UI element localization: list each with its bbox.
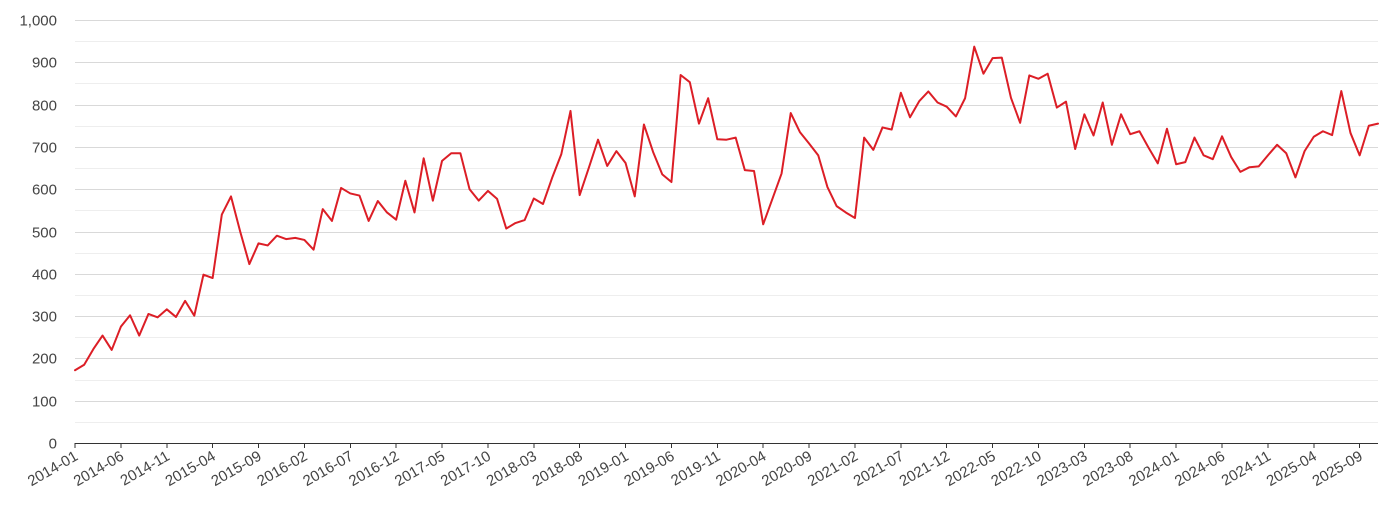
x-tick-label: 2015-04 (162, 448, 218, 490)
y-tick-label: 900 (32, 55, 57, 72)
y-tick-label: 800 (32, 98, 57, 115)
y-tick-label: 500 (32, 225, 57, 242)
x-tick-label: 2017-05 (392, 448, 448, 490)
x-tick-label: 2023-08 (1080, 448, 1136, 490)
y-tick-label: 700 (32, 140, 57, 157)
y-tick-label: 1,000 (19, 13, 57, 30)
x-tick-label: 2014-11 (118, 448, 173, 490)
x-tick-label: 2020-04 (713, 448, 769, 490)
x-tick-label: 2020-09 (759, 448, 815, 490)
x-tick-label: 2016-07 (300, 448, 356, 490)
x-tick-label: 2025-09 (1309, 448, 1365, 490)
y-axis-ticks: 0 100 200 300 400 500 600 700 800 900 1,000 (19, 13, 57, 453)
x-tick-label: 2014-01 (25, 448, 81, 490)
x-tick-label: 2021-12 (897, 448, 953, 490)
x-tick-label: 2019-06 (621, 448, 677, 490)
x-tick-label: 2019-01 (575, 448, 631, 490)
x-axis (74, 443, 1378, 448)
x-tick-label: 2024-11 (1219, 448, 1274, 490)
x-tick-label: 2018-03 (484, 448, 540, 490)
x-tick-label: 2016-02 (254, 448, 310, 490)
grid-layer (75, 20, 1378, 423)
x-tick-label: 2018-08 (529, 448, 585, 490)
x-tick-label: 2015-09 (208, 448, 264, 490)
x-tick-label: 2014-06 (71, 448, 127, 490)
y-tick-label: 200 (32, 351, 57, 368)
x-axis-ticks: 2014-012014-062014-112015-042015-092016-… (25, 448, 1366, 490)
x-tick-label: 2022-10 (988, 448, 1044, 490)
y-tick-label: 600 (32, 182, 57, 199)
series-layer (74, 45, 1379, 372)
series-line (74, 45, 1379, 372)
x-tick-label: 2024-06 (1172, 448, 1228, 490)
y-tick-label: 300 (32, 309, 57, 326)
x-tick-label: 2023-03 (1034, 448, 1090, 490)
y-tick-label: 100 (32, 394, 57, 411)
x-tick-label: 2017-10 (438, 448, 494, 490)
x-tick-label: 2019-11 (668, 448, 723, 490)
x-tick-label: 2025-04 (1264, 448, 1320, 490)
y-tick-label: 0 (49, 436, 57, 453)
x-tick-label: 2021-02 (805, 448, 861, 490)
x-tick-label: 2022-05 (942, 448, 998, 490)
x-tick-label: 2016-12 (346, 448, 402, 490)
y-tick-label: 400 (32, 267, 57, 284)
x-tick-label: 2024-01 (1126, 448, 1182, 490)
x-tick-label: 2021-07 (851, 448, 907, 490)
